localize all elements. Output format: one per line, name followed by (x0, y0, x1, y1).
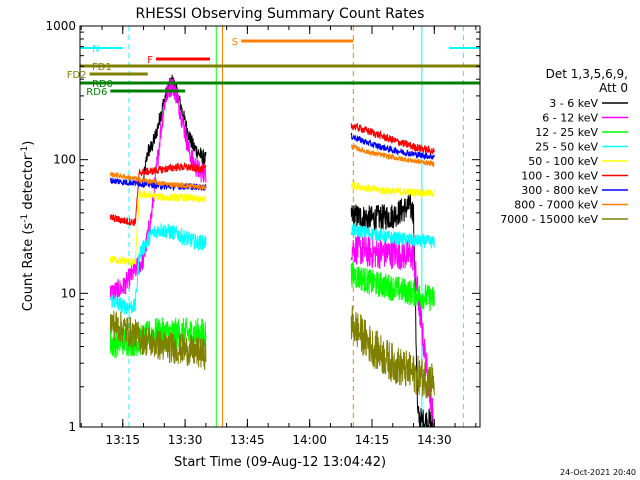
legend-label-4: 50 - 100 keV (528, 155, 598, 168)
legend-label-6: 300 - 800 keV (521, 184, 598, 197)
date-stamp: 24-Oct-2021 20:40 (560, 468, 636, 477)
flag-label-s: S (232, 37, 238, 48)
y-axis-label-sup1: -1 (20, 214, 30, 223)
y-axis-label-sup2: -1 (20, 146, 30, 155)
plot-frame (79, 25, 481, 428)
x-tick-label-0: 13:15 (105, 433, 140, 447)
chart-title: RHESSI Observing Summary Count Rates (136, 6, 425, 22)
data-series (109, 74, 435, 428)
y-axis-label-main: Count Rate (s (21, 223, 36, 312)
y-axis-label-mid: detector (21, 154, 36, 214)
flag-label-fd2: FD2 (67, 70, 87, 81)
legend-label-1: 6 - 12 keV (542, 112, 598, 125)
x-tick-label-4: 14:15 (355, 433, 390, 447)
series-line-4-1 (350, 181, 435, 199)
y-axis-label: Count Rate (s-1 detector-1) (20, 141, 36, 312)
series-line-0-1 (350, 193, 435, 428)
legend-label-0: 3 - 6 keV (549, 97, 598, 110)
legend-header-line1: Det 1,3,5,6,9, (546, 67, 628, 81)
y-tick-label-3: 1000 (45, 19, 76, 33)
series-line-6-1 (350, 132, 435, 161)
y-axis-label-end: ) (21, 141, 36, 146)
series-line-3-0 (109, 223, 207, 316)
y-tick-label-1: 10 (61, 286, 76, 300)
flag-label-f: F (147, 55, 153, 66)
x-tick-label-2: 13:45 (230, 433, 265, 447)
series-line-8-0 (109, 310, 207, 371)
flag-label-n: N (92, 44, 99, 55)
axes-ticks: 1 10 100 1000 13:15 13:30 13:45 14:00 14:15 14:30 (45, 19, 480, 447)
series-line-8-1 (350, 305, 435, 399)
series-line-5-1 (350, 122, 435, 157)
x-tick-label-3: 14:00 (292, 433, 327, 447)
legend: Det 1,3,5,6,9, Att 0 3 - 6 keV 6 - 12 keV… (500, 67, 628, 226)
legend-label-5: 100 - 300 keV (521, 170, 598, 183)
series-line-3-1 (350, 222, 435, 249)
y-tick-label-2: 100 (53, 153, 76, 167)
legend-header-line2: Att 0 (599, 81, 628, 95)
legend-label-3: 25 - 50 keV (535, 141, 598, 154)
flag-label-fd1: FD1 (92, 62, 112, 73)
legend-label-8: 7000 - 15000 keV (500, 213, 598, 226)
x-tick-label-5: 14:30 (417, 433, 452, 447)
series-line-5-0 (109, 162, 207, 226)
x-axis-label: Start Time (09-Aug-12 13:04:42) (174, 455, 386, 470)
legend-label-2: 12 - 25 keV (535, 126, 598, 139)
y-tick-label-0: 1 (68, 420, 76, 434)
series-line-7-1 (350, 143, 435, 168)
series-line-2-1 (350, 261, 435, 312)
x-tick-label-1: 13:30 (168, 433, 203, 447)
series-line-4-0 (109, 189, 207, 266)
series-line-1-0 (109, 78, 207, 301)
flag-label-rd0: RD0 (92, 79, 113, 90)
series-line-7-0 (109, 171, 207, 191)
flag-label-rd6: RD6 (86, 87, 107, 98)
legend-label-7: 800 - 7000 keV (514, 199, 598, 212)
